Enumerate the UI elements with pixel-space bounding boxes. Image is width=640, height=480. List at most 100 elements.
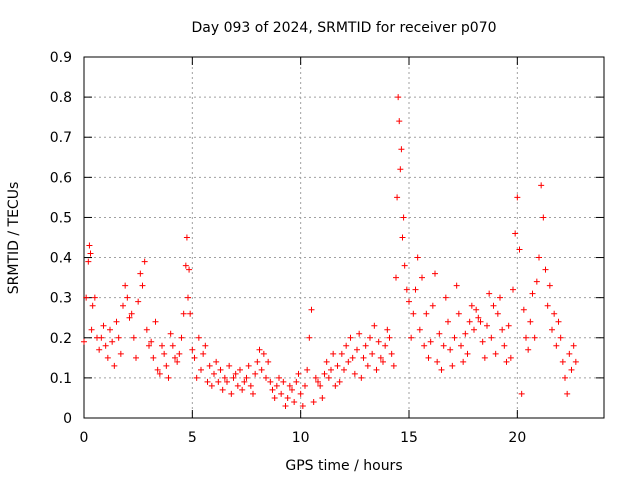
data-point [217, 366, 224, 373]
data-point [481, 354, 488, 361]
data-point [206, 362, 213, 369]
data-point [546, 282, 553, 289]
data-point [325, 374, 332, 381]
data-point [393, 274, 399, 281]
data-point [553, 342, 560, 349]
y-axis-label: SRMTID / TECUs [6, 182, 22, 295]
data-point [280, 378, 287, 385]
data-point [152, 318, 159, 325]
data-point [278, 390, 285, 397]
data-point [328, 366, 334, 373]
data-point [189, 346, 196, 353]
data-point [531, 334, 538, 341]
data-point [182, 262, 189, 269]
data-point [124, 294, 131, 301]
data-point [148, 338, 155, 345]
data-point [464, 350, 471, 357]
data-point [269, 386, 276, 393]
data-point [523, 334, 529, 341]
plot-frame [83, 56, 605, 419]
data-point [412, 286, 419, 293]
data-point [299, 402, 306, 409]
data-point [549, 326, 555, 333]
x-tick-label: 20 [508, 430, 526, 446]
data-point [434, 358, 441, 365]
data-point [247, 382, 254, 389]
data-point [115, 334, 122, 341]
data-point [289, 386, 295, 393]
data-point [317, 382, 324, 389]
data-point [388, 350, 395, 357]
data-point [566, 350, 573, 357]
data-point [295, 370, 302, 377]
data-point [85, 258, 92, 265]
data-point [306, 334, 313, 341]
data-point [141, 258, 148, 265]
data-point [386, 334, 393, 341]
data-point [425, 354, 432, 361]
data-point [130, 334, 137, 341]
x-tick-label: 5 [188, 430, 197, 446]
data-point [356, 330, 363, 337]
data-point [265, 358, 272, 365]
data-point [293, 378, 300, 385]
data-point [128, 310, 135, 317]
data-point [202, 342, 209, 349]
data-point [423, 310, 430, 317]
data-point [373, 366, 380, 373]
data-point [421, 342, 428, 349]
data-point [245, 362, 252, 369]
data-point [527, 318, 534, 325]
data-point [336, 378, 343, 385]
data-point [468, 302, 475, 309]
grid-lines [84, 57, 604, 418]
data-point [315, 378, 321, 385]
data-point [438, 366, 445, 373]
data-point [139, 282, 146, 289]
data-point [122, 282, 129, 289]
data-point [436, 330, 443, 337]
data-point [453, 282, 460, 289]
data-point [111, 362, 118, 369]
data-point [473, 306, 480, 313]
data-point [494, 310, 501, 317]
data-point [501, 342, 508, 349]
data-point [211, 370, 217, 377]
data-point [169, 342, 176, 349]
data-point [239, 386, 246, 393]
data-point [364, 362, 371, 369]
data-point [271, 394, 278, 401]
data-point [83, 294, 90, 301]
data-point [256, 346, 263, 353]
data-point [358, 374, 365, 381]
data-point [570, 342, 577, 349]
data-point [88, 326, 95, 333]
data-point [542, 266, 549, 273]
data-point [107, 326, 113, 333]
data-point [113, 318, 120, 325]
data-point [555, 318, 562, 325]
data-point [252, 370, 259, 377]
data-point [117, 350, 124, 357]
data-point [104, 354, 111, 361]
x-tick-label: 15 [400, 430, 418, 446]
data-point [479, 338, 486, 345]
data-point [445, 318, 451, 325]
data-point [477, 318, 484, 325]
data-point [241, 378, 248, 385]
data-point [163, 362, 170, 369]
data-point [224, 378, 230, 385]
data-point [394, 194, 401, 201]
data-point [258, 366, 265, 373]
data-point [273, 382, 280, 389]
data-point [362, 342, 369, 349]
data-point [174, 358, 181, 365]
data-point [221, 374, 228, 381]
data-point [419, 274, 425, 281]
data-point [135, 298, 142, 305]
data-point [514, 194, 521, 201]
data-point [510, 286, 516, 293]
data-point [551, 310, 558, 317]
data-point [81, 338, 87, 345]
